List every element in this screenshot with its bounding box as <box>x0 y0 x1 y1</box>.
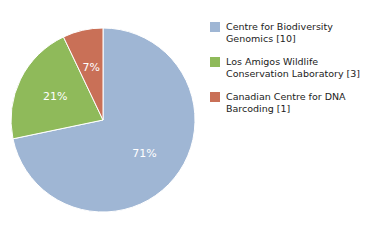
legend-swatch <box>210 57 220 67</box>
legend-entry: Centre for BiodiversityGenomics [10] <box>226 21 333 44</box>
data-label: 21% <box>43 90 67 103</box>
chart: 71% 21% 7% Centre for BiodiversityGenomics … <box>0 0 380 240</box>
legend-swatch <box>210 92 220 102</box>
data-label: 71% <box>132 147 156 160</box>
slice <box>63 28 103 120</box>
data-label: 7% <box>83 61 100 74</box>
legend: Centre for BiodiversityGenomics [10] Los … <box>210 21 360 114</box>
slices <box>11 28 195 212</box>
legend-swatch <box>210 22 220 32</box>
data-labels: 71% 21% 7% <box>43 61 157 160</box>
legend-entry: Los Amigos WildlifeConservation Laborato… <box>226 56 360 79</box>
legend-entry: Canadian Centre for DNABarcoding [1] <box>226 91 346 114</box>
